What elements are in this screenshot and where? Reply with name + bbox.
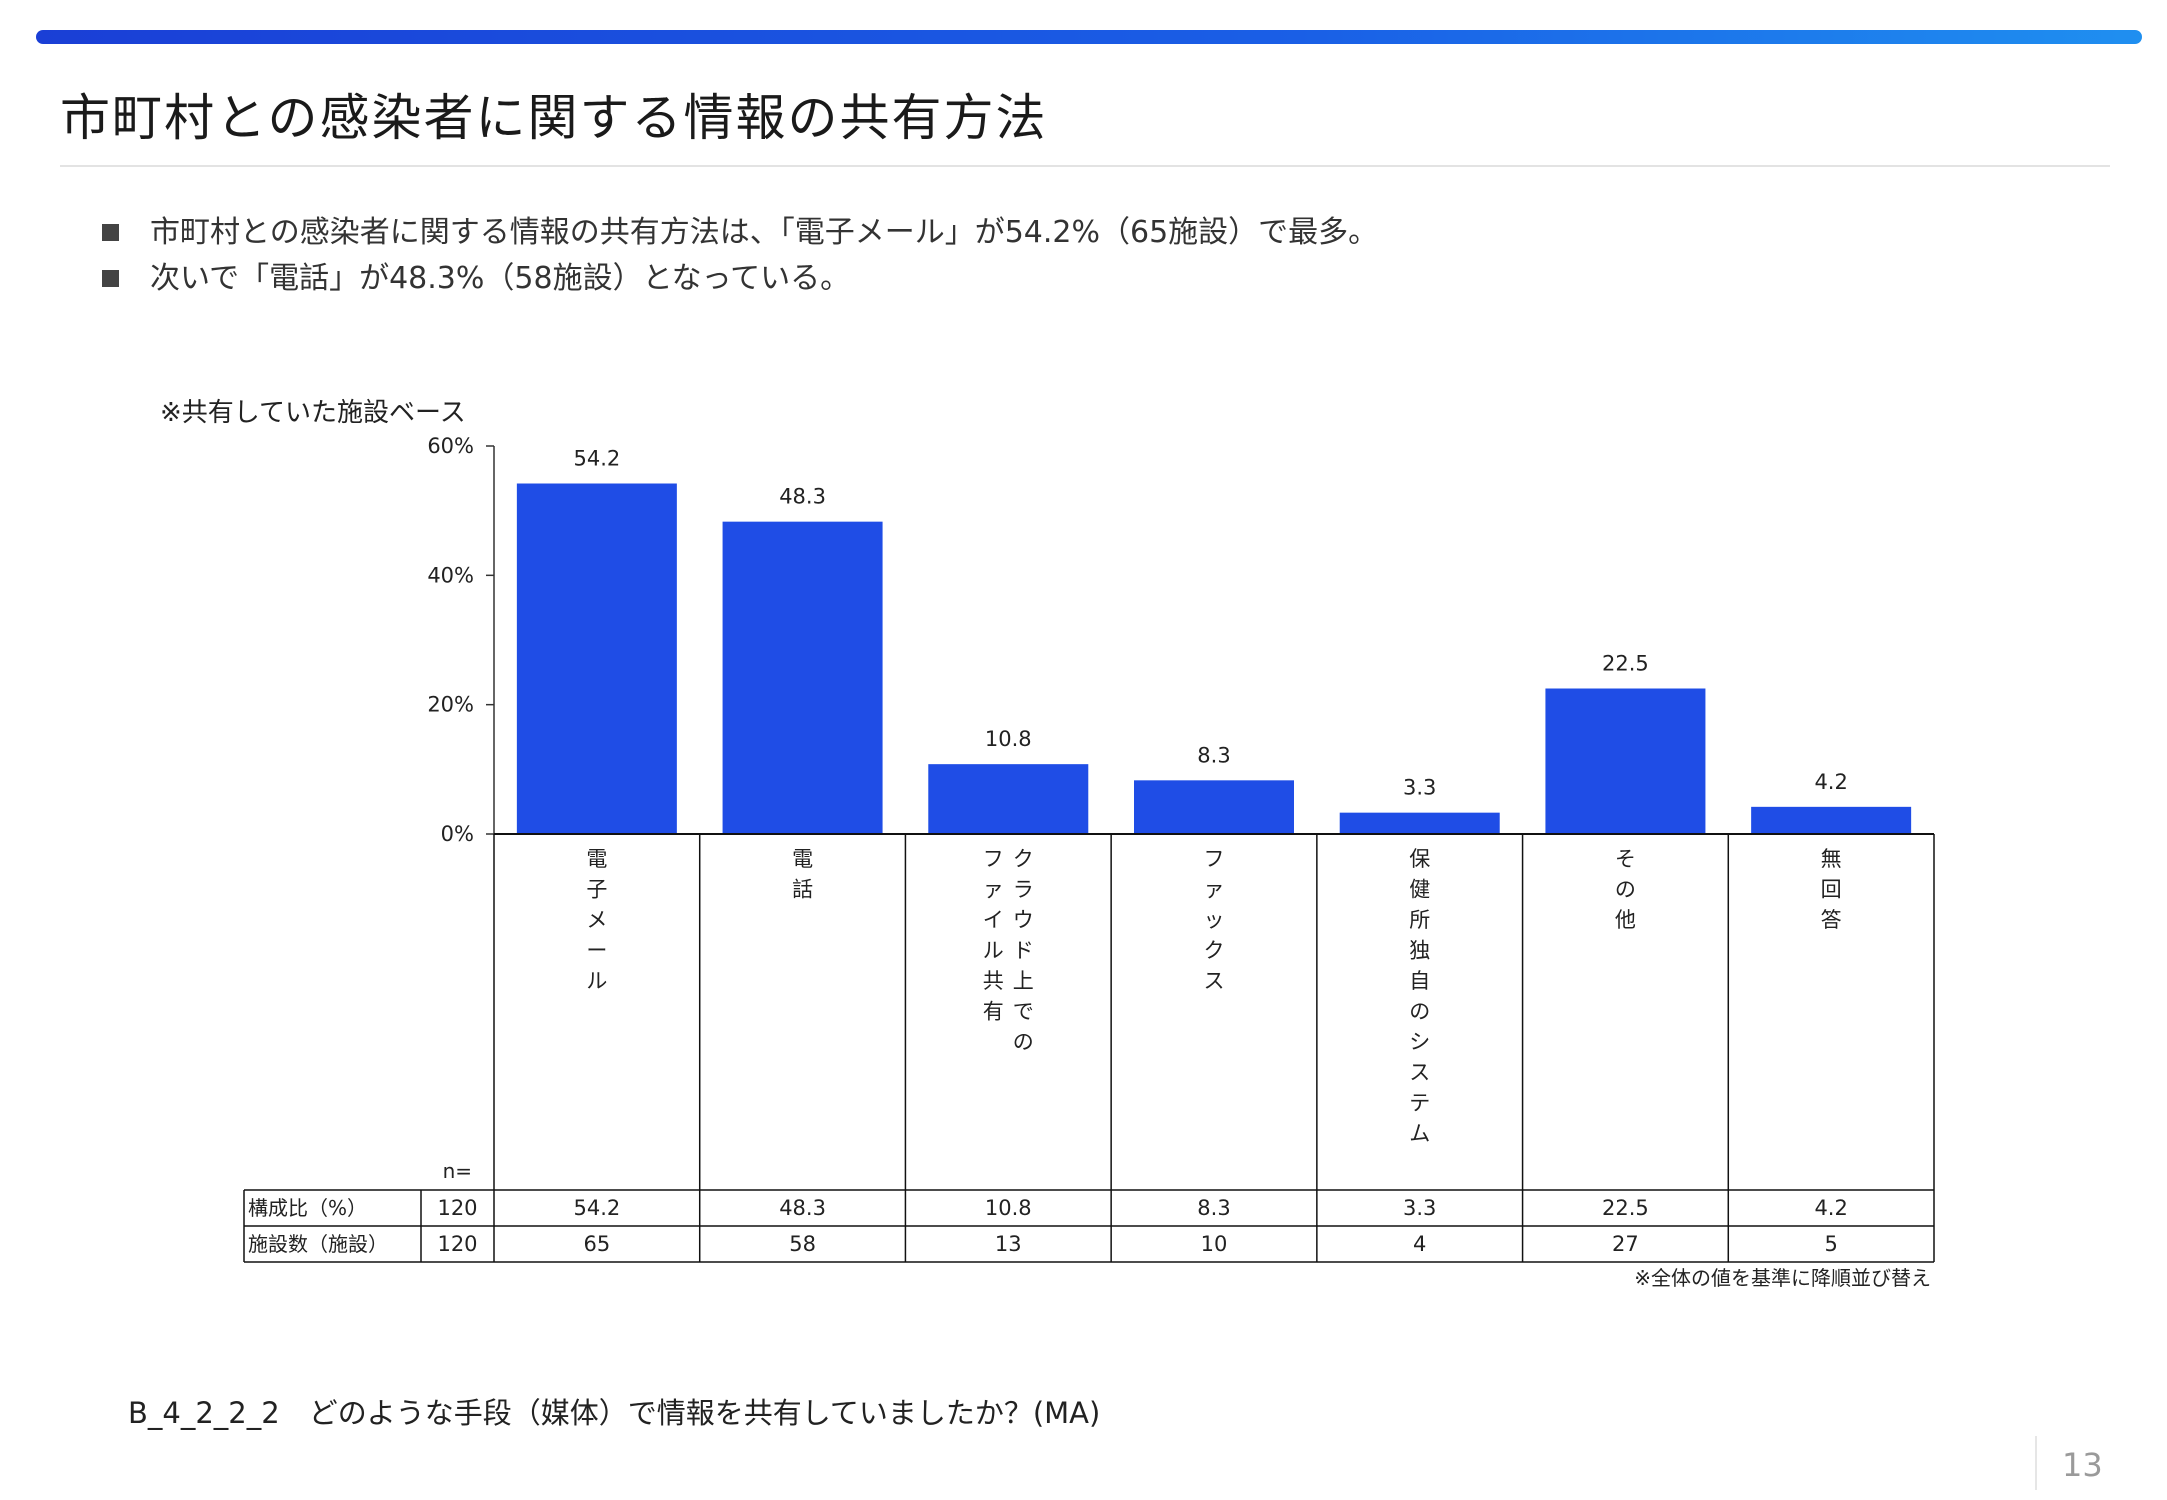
- table-cell: 10: [1201, 1232, 1228, 1256]
- table-n-cell: 120: [437, 1196, 477, 1220]
- table-cell: 4.2: [1814, 1196, 1847, 1220]
- page-number-divider: [2035, 1436, 2037, 1490]
- bullet-text: 市町村との感染者に関する情報の共有方法は、「電子メール」が54.2%（65施設）…: [150, 215, 1379, 250]
- category-label: ファイル共有: [983, 847, 1004, 1024]
- bullet-square-icon: [102, 270, 119, 287]
- bar: [1545, 688, 1706, 834]
- bar: [1751, 806, 1912, 834]
- n-label: n=: [443, 1159, 472, 1183]
- category-label: ファックス: [1204, 847, 1225, 993]
- table-cell: 65: [583, 1232, 610, 1256]
- table-row-label: 構成比（%）: [248, 1196, 367, 1220]
- category-label: その他: [1615, 847, 1636, 932]
- y-tick-label: 0%: [441, 822, 474, 846]
- table-cell: 3.3: [1403, 1196, 1436, 1220]
- category-label: 無回答: [1821, 847, 1842, 932]
- table-cell: 48.3: [779, 1196, 826, 1220]
- category-label: 電話: [792, 847, 813, 902]
- category-label: 電子メール: [586, 847, 607, 993]
- bar-data-label: 54.2: [573, 447, 620, 471]
- y-tick-label: 20%: [427, 693, 474, 717]
- bar-data-label: 22.5: [1602, 652, 1649, 676]
- bar-data-label: 3.3: [1403, 776, 1436, 800]
- bullet-text: 次いで「電話」が48.3%（58施設）となっている。: [150, 261, 851, 296]
- category-label: 保健所独自のシステム: [1409, 847, 1430, 1146]
- table-cell: 5: [1824, 1232, 1837, 1256]
- bar-data-label: 4.2: [1814, 770, 1847, 794]
- table-cell: 10.8: [985, 1196, 1032, 1220]
- table-cell: 13: [995, 1232, 1022, 1256]
- bullet-item: 市町村との感染者に関する情報の共有方法は、「電子メール」が54.2%（65施設）…: [100, 210, 1378, 256]
- bullet-square-icon: [102, 224, 119, 241]
- table-n-cell: 120: [437, 1232, 477, 1256]
- top-accent-bar: [36, 30, 2142, 44]
- title-divider: [60, 165, 2110, 167]
- bar-data-label: 48.3: [779, 485, 826, 509]
- slide-title: 市町村との感染者に関する情報の共有方法: [60, 89, 1048, 147]
- bar-data-label: 8.3: [1197, 743, 1230, 767]
- bar: [1134, 780, 1294, 834]
- table-cell: 54.2: [573, 1196, 620, 1220]
- bar: [1339, 812, 1500, 834]
- bar-data-label: 10.8: [985, 727, 1032, 751]
- table-cell: 22.5: [1602, 1196, 1649, 1220]
- y-tick-label: 40%: [427, 563, 474, 587]
- summary-bullets: 市町村との感染者に関する情報の共有方法は、「電子メール」が54.2%（65施設）…: [100, 210, 1378, 302]
- chart-base-note: ※共有していた施設ベース: [160, 398, 466, 428]
- bar: [516, 483, 677, 834]
- y-tick-label: 60%: [427, 434, 474, 458]
- category-label: クラウド上での: [1013, 847, 1034, 1054]
- table-row-label: 施設数（施設）: [248, 1232, 388, 1256]
- question-text: B_4_2_2_2 どのような手段（媒体）で情報を共有していましたか？(MA): [128, 1396, 1101, 1430]
- bullet-item: 次いで「電話」が48.3%（58施設）となっている。: [100, 256, 1378, 302]
- table-cell: 4: [1413, 1232, 1426, 1256]
- table-cell: 8.3: [1197, 1196, 1230, 1220]
- bar: [928, 764, 1089, 834]
- bar: [722, 521, 883, 834]
- bar-chart: 0%20%40%60%54.248.310.88.33.322.54.2電子メー…: [243, 434, 1935, 1263]
- sort-note: ※全体の値を基準に降順並び替え: [1634, 1266, 1931, 1290]
- table-cell: 58: [789, 1232, 816, 1256]
- table-cell: 27: [1612, 1232, 1639, 1256]
- page-number: 13: [2062, 1446, 2103, 1484]
